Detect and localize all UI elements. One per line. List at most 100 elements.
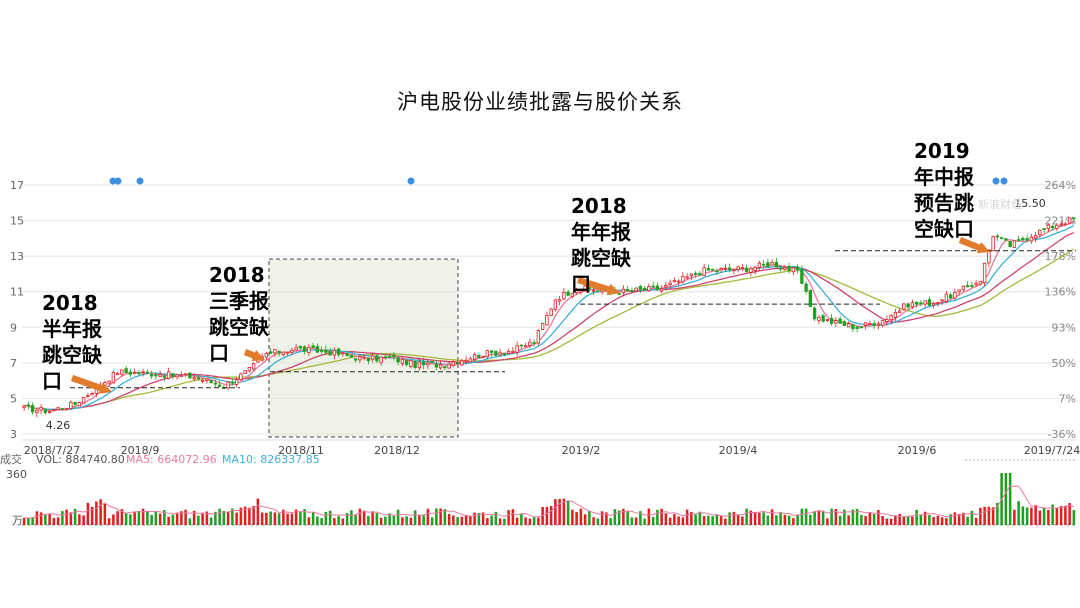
candle	[370, 353, 375, 363]
volume-bar	[728, 512, 731, 525]
candle	[936, 301, 940, 307]
candle-body	[557, 299, 562, 302]
candle	[115, 371, 120, 376]
volume-bar	[1034, 505, 1037, 525]
candle	[821, 313, 825, 323]
candle	[681, 272, 685, 284]
candle-body	[897, 310, 902, 314]
candle	[834, 317, 838, 327]
candle-body	[991, 236, 995, 252]
volume-bar	[813, 511, 816, 525]
candle	[965, 281, 970, 288]
candle	[902, 303, 906, 312]
candle	[957, 289, 961, 296]
candle-body	[1008, 240, 1012, 247]
candle-body	[1021, 237, 1025, 241]
volume-bar	[528, 518, 532, 525]
candle	[1016, 236, 1021, 242]
candle	[281, 351, 286, 357]
volume-ma5-line	[24, 485, 1075, 519]
volume-bar	[481, 512, 485, 525]
event-dot	[114, 177, 122, 185]
volume-bar	[286, 513, 289, 525]
candle-body	[421, 361, 426, 366]
candle	[723, 263, 728, 273]
y-pct-label: 264%	[1045, 179, 1076, 192]
candle-body	[506, 350, 511, 354]
x-tick-label: 2019/4	[719, 444, 758, 457]
candle-body	[999, 237, 1004, 240]
volume-bar	[902, 516, 906, 525]
volume-bar	[184, 509, 187, 525]
candle-body	[477, 355, 481, 359]
candle	[277, 350, 281, 357]
candle-body	[536, 330, 541, 344]
ma-long-line	[24, 232, 1075, 411]
candle	[349, 354, 354, 358]
annotation-line: 2018	[209, 263, 265, 287]
candle	[506, 348, 511, 355]
candle-body	[472, 354, 477, 360]
candle-body	[804, 283, 808, 292]
candle-body	[783, 267, 787, 270]
volume-bar	[630, 517, 634, 525]
volume-bar	[222, 511, 226, 525]
volume-bar	[868, 512, 872, 525]
candle	[1025, 234, 1029, 243]
candle	[978, 280, 983, 286]
candle	[311, 342, 315, 348]
candle-body	[413, 361, 417, 368]
candle	[876, 321, 881, 330]
candle-body	[430, 361, 434, 364]
candle	[825, 319, 830, 323]
candle-body	[400, 358, 405, 364]
candle	[409, 359, 413, 369]
volume-bar	[613, 509, 617, 525]
annotation-line: 年中报	[914, 165, 974, 189]
volume-bar	[719, 516, 723, 525]
candle-body	[872, 323, 876, 326]
x-tick-label: 2018/12	[374, 444, 420, 457]
volume-bar	[239, 507, 243, 525]
candle	[43, 408, 48, 415]
volume-bar	[711, 516, 714, 525]
candle	[239, 372, 243, 381]
candle-body	[944, 293, 949, 302]
candle-body	[749, 268, 753, 273]
volume-bar	[1021, 506, 1025, 525]
y-axis-left: 3 5 7 9 11 13 15 17	[10, 179, 24, 441]
volume-bar	[758, 512, 761, 525]
candle	[574, 287, 579, 295]
candle-body	[651, 285, 655, 288]
volume-bar	[622, 508, 625, 525]
candle-body	[540, 323, 545, 330]
candle-body	[982, 262, 987, 283]
candle	[188, 372, 192, 379]
volume-bar	[388, 513, 391, 525]
candle-body	[855, 326, 859, 329]
candle	[685, 273, 689, 280]
volume-bar	[766, 515, 770, 525]
volume-bar	[864, 516, 867, 525]
volume-bar	[426, 508, 430, 525]
volume-bar	[362, 510, 366, 525]
candle-body	[812, 307, 817, 320]
candle	[217, 380, 222, 388]
volume-bar	[171, 514, 175, 525]
candle	[47, 409, 52, 414]
candle	[447, 361, 451, 369]
candle	[948, 292, 953, 300]
candle	[141, 368, 145, 377]
candle-body	[591, 289, 596, 292]
volume-bar	[830, 508, 833, 525]
volume-bar	[617, 510, 621, 525]
volume-bar	[282, 509, 285, 525]
candle	[247, 366, 252, 373]
candle	[294, 343, 298, 351]
candle	[519, 344, 524, 349]
candle	[73, 401, 77, 408]
volume-bar	[430, 517, 434, 525]
volume-bar	[477, 512, 481, 525]
volume-bar	[158, 513, 162, 525]
candle-body	[311, 345, 315, 348]
